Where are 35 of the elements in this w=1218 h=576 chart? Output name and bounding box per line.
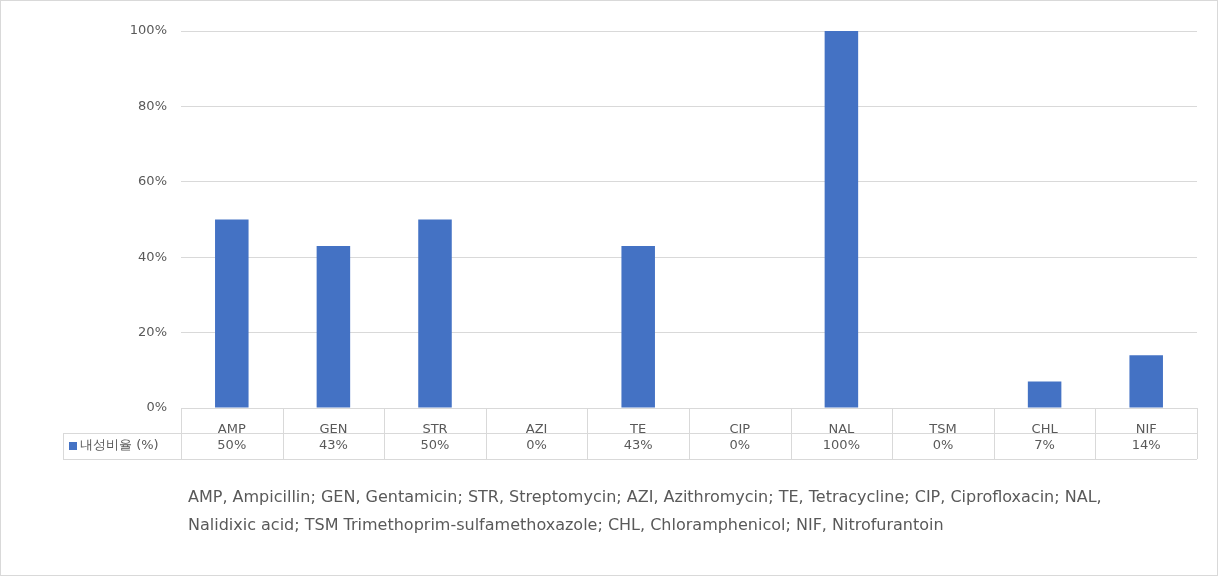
legend-label: 내성비율 (%) (80, 437, 159, 453)
bar (1027, 381, 1062, 408)
bar (621, 245, 655, 408)
data-label: 0% (729, 437, 751, 453)
bar (1129, 355, 1163, 408)
data-label: 7% (1034, 437, 1055, 453)
x-tick-label: TE (629, 421, 647, 437)
data-label: 0% (932, 437, 954, 453)
bar (418, 219, 452, 408)
x-tick-label: CIP (729, 421, 751, 437)
data-label: 43% (318, 437, 348, 453)
x-tick-label: CHL (1031, 421, 1059, 437)
data-label: 0% (526, 437, 547, 453)
x-tick-label: STR (422, 421, 448, 437)
bar (215, 219, 249, 408)
data-label: 100% (822, 437, 860, 453)
data-label: 50% (420, 437, 450, 453)
x-tick-label: TSM (928, 421, 957, 437)
bar (824, 31, 859, 408)
y-tick-label: 80% (138, 97, 167, 113)
data-label: 14% (1131, 437, 1161, 453)
y-tick-label: 0% (146, 399, 167, 415)
bar (316, 245, 351, 408)
y-tick-label: 20% (138, 323, 167, 339)
text: AMP, Ampicillin; GEN, Gentamicin; STR, Streptomycin; AZI, Azithromycin; TE, Tetracycline; CIP, Ciprofloxacin; NAL, Nalidixic acid; TSM Trimethoprim-sulfamethoxazole; CHL, Chloramphenicol; NIF, Nitrofurantoin (188, 486, 1103, 536)
y-tick-label: 100% (129, 22, 167, 38)
x-tick-label: AZI (525, 421, 548, 437)
x-tick-label: NAL (828, 421, 856, 437)
data-label: 50% (217, 437, 247, 453)
y-tick-label: 40% (138, 248, 167, 264)
data-label: 43% (623, 437, 653, 453)
y-tick-label: 60% (138, 173, 167, 189)
x-tick-label: NIF (1135, 421, 1157, 437)
x-tick-label: GEN (319, 421, 348, 437)
x-tick-label: AMP (217, 421, 246, 437)
